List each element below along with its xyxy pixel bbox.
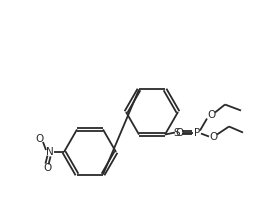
Text: O: O xyxy=(36,134,44,144)
Text: O: O xyxy=(175,128,183,137)
Text: O: O xyxy=(209,132,217,142)
Text: P: P xyxy=(194,128,200,137)
Text: N: N xyxy=(46,147,54,157)
Text: S: S xyxy=(174,128,180,137)
Text: O: O xyxy=(43,163,51,173)
Text: O: O xyxy=(207,110,215,120)
